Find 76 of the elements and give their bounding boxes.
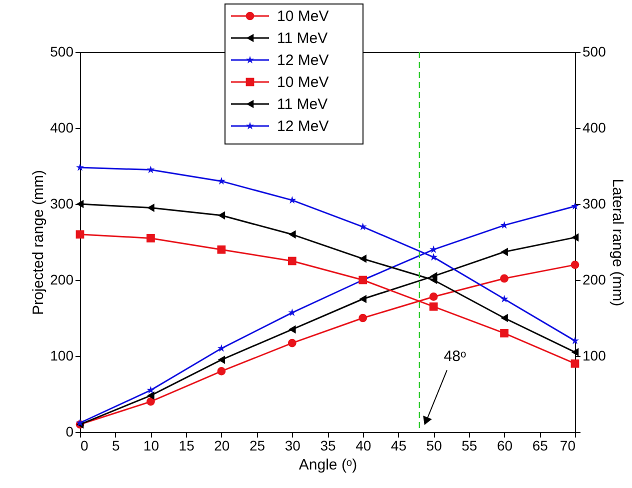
y2-tick-label: 200	[582, 272, 606, 288]
point	[218, 356, 226, 364]
point	[76, 163, 84, 171]
x-tick-label: 45	[390, 438, 407, 454]
y2-tick-label: 400	[582, 120, 606, 136]
point	[571, 202, 579, 210]
point	[217, 245, 226, 254]
legend-label: 11 MeV	[277, 30, 328, 47]
point	[571, 348, 579, 356]
point	[288, 196, 296, 204]
point	[217, 344, 226, 352]
y-axis-title: Projected range (mm)	[30, 170, 48, 316]
x-axis-title: Angle (ᵒ)	[298, 456, 358, 474]
point	[500, 248, 508, 256]
point	[76, 418, 84, 426]
x-tick-label: 50	[426, 438, 442, 454]
y-tick-label: 300	[50, 196, 74, 212]
point	[500, 314, 508, 322]
y2-tick-label: 500	[582, 44, 606, 60]
point	[76, 230, 84, 239]
point	[430, 276, 438, 284]
x-tick-label: 10	[143, 438, 160, 454]
point	[570, 260, 580, 269]
point	[288, 325, 296, 334]
point	[571, 336, 579, 344]
point	[146, 234, 155, 242]
point	[288, 230, 296, 239]
point	[288, 308, 296, 316]
x-tick-label: 40	[356, 438, 372, 454]
point	[217, 177, 226, 185]
point	[147, 204, 154, 212]
legend-label: 12 MeV	[277, 52, 329, 69]
point	[500, 274, 508, 283]
point	[500, 329, 508, 338]
annotation: 48ᵒ	[444, 348, 466, 366]
y-tick-label: 400	[50, 120, 74, 136]
y2-tick-label: 100	[582, 348, 606, 364]
x-tick-label: 5	[112, 438, 120, 454]
point	[146, 397, 155, 406]
legend-label: 10 MeV	[277, 8, 329, 25]
point	[359, 294, 366, 304]
point	[359, 254, 366, 263]
legend-label: 10 MeV	[277, 74, 329, 91]
y-tick-label: 100	[50, 348, 74, 364]
x-tick-label: 70	[560, 438, 576, 454]
x-tick-label: 25	[249, 438, 266, 454]
y2-axis-title: Lateral range (mm)	[608, 178, 626, 306]
point	[217, 367, 226, 376]
y2-tick-label: 300	[582, 196, 606, 212]
point	[146, 386, 155, 394]
point	[288, 256, 296, 266]
point	[570, 359, 580, 368]
y-tick-label: 500	[50, 44, 74, 60]
y-tick-label: 0	[66, 424, 74, 440]
x-tick-label: 20	[214, 438, 230, 454]
point	[288, 338, 296, 348]
point	[146, 166, 155, 174]
point	[218, 211, 226, 220]
legend-label: 11 MeV	[277, 96, 328, 113]
x-tick-label: 60	[496, 438, 513, 454]
x-tick-label: 65	[532, 438, 548, 454]
x-tick-label: 15	[178, 438, 195, 454]
point	[500, 294, 508, 302]
point	[429, 302, 438, 311]
point	[571, 233, 579, 242]
x-tick-label: 55	[462, 438, 478, 454]
y-tick-label: 200	[50, 272, 74, 288]
point	[430, 253, 438, 261]
point	[358, 222, 367, 230]
legend-label: 12 MeV	[277, 118, 329, 135]
x-tick-label: 30	[284, 438, 301, 454]
x-tick-label: 0	[80, 438, 88, 454]
point	[358, 314, 368, 322]
point	[429, 292, 438, 301]
x-tick-label: 35	[320, 438, 336, 454]
point	[147, 391, 154, 400]
